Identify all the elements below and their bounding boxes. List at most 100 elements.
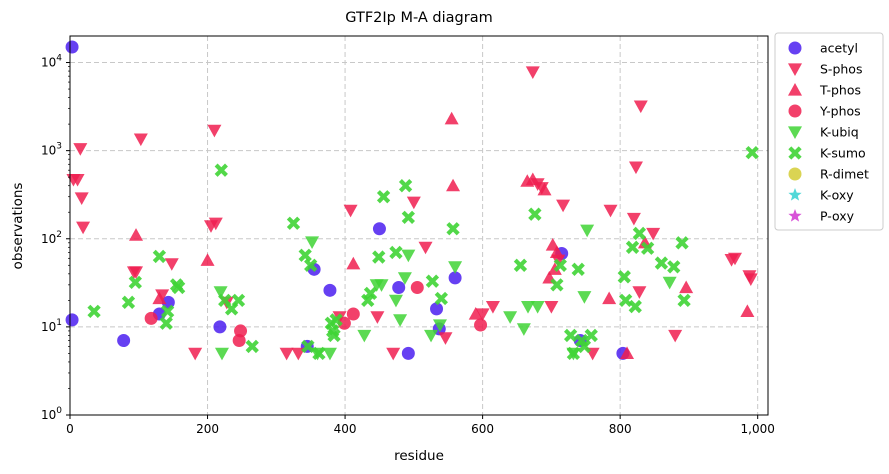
T-phos-point <box>679 280 694 294</box>
S-phos-point <box>370 311 385 324</box>
K-sumo-point <box>363 286 378 301</box>
K-ubiq-point <box>503 311 518 324</box>
acetyl-point <box>401 346 415 360</box>
T-phos-point <box>549 245 564 259</box>
legend-frame <box>774 32 884 231</box>
K-sumo-point <box>675 236 689 250</box>
T-phos-point <box>537 182 552 196</box>
K-sumo-point <box>159 316 173 330</box>
T-phos-point <box>602 291 617 305</box>
S-phos-point <box>386 347 401 361</box>
K-sumo-point <box>584 328 598 343</box>
K-sumo-point <box>312 346 326 361</box>
T-phos-point <box>468 307 483 320</box>
T-phos-point <box>346 256 361 270</box>
K-sumo-point <box>245 339 259 354</box>
S-phos-point <box>73 143 88 156</box>
K-sumo-point <box>304 258 318 272</box>
S-phos-point <box>485 300 500 314</box>
y-tick-base: 10 <box>41 320 56 334</box>
legend-marker-Y-phos <box>788 104 802 118</box>
Y-phos-point <box>410 280 424 294</box>
T-phos-point <box>152 291 167 305</box>
K-ubiq-point <box>322 347 337 361</box>
S-phos-point <box>76 221 91 235</box>
K-ubiq-point <box>397 272 412 285</box>
S-phos-point <box>155 289 170 303</box>
legend-label-K-oxy: K-oxy <box>820 188 854 203</box>
K-sumo-point <box>625 240 640 254</box>
K-sumo-point <box>298 248 312 262</box>
K-ubiq-point <box>424 329 439 343</box>
K-ubiq-point <box>393 314 408 327</box>
K-ubiq-point <box>213 286 228 299</box>
y-tick-label: 100 <box>41 406 62 422</box>
S-phos-point <box>207 124 222 138</box>
K-sumo-point <box>528 207 542 221</box>
K-sumo-point <box>553 258 567 272</box>
data-points <box>65 40 759 361</box>
Y-phos-point <box>232 334 246 348</box>
K-ubiq-point <box>580 224 595 238</box>
x-tick-label: 0 <box>66 422 74 436</box>
S-phos-point <box>668 329 683 343</box>
y-tick-exponent: 2 <box>56 230 62 240</box>
legend-marker-K-ubiq <box>788 126 802 139</box>
T-phos-point <box>200 253 215 266</box>
S-phos-point <box>343 204 358 218</box>
K-sumo-point <box>618 293 633 308</box>
K-ubiq-point <box>374 279 389 292</box>
S-phos-point <box>164 258 179 271</box>
K-ubiq-point <box>516 323 531 336</box>
K-sumo-point <box>577 339 592 354</box>
x-tick-label: 600 <box>471 422 494 436</box>
K-ubiq-point <box>662 276 677 290</box>
S-phos-point <box>632 286 647 299</box>
K-sumo-point <box>389 245 403 260</box>
S-phos-point <box>626 212 641 226</box>
S-phos-point <box>291 347 306 361</box>
legend-label-K-ubiq: K-ubiq <box>820 125 859 140</box>
S-phos-point <box>188 347 203 361</box>
y-tick-exponent: 0 <box>56 406 62 416</box>
K-sumo-point <box>286 216 301 230</box>
K-ubiq-point <box>357 329 372 343</box>
K-sumo-point <box>745 145 759 160</box>
legend: acetyl S-phos T-phos Y-phos K-ubiq K-sumo R-di… <box>774 32 884 231</box>
legend-marker-S-phos <box>788 63 802 76</box>
S-phos-point <box>633 100 648 114</box>
y-tick-exponent: 4 <box>56 54 62 64</box>
K-sumo-point <box>628 299 642 314</box>
y-tick-exponent: 1 <box>56 318 62 328</box>
acetyl-point <box>117 334 131 348</box>
K-sumo-point <box>121 295 136 309</box>
S-phos-point <box>438 332 453 345</box>
legend-label-acetyl: acetyl <box>820 41 858 56</box>
K-sumo-point <box>446 222 460 236</box>
T-phos-point <box>620 346 635 360</box>
chart-title: GTF2Ip M-A diagram <box>345 10 492 26</box>
S-phos-point <box>525 66 540 80</box>
K-ubiq-point <box>432 319 447 333</box>
legend-label-S-phos: S-phos <box>820 62 862 77</box>
y-tick-exponent: 3 <box>56 142 62 152</box>
Y-phos-point <box>234 324 248 338</box>
S-phos-point <box>743 273 758 286</box>
Y-phos-point <box>474 318 488 332</box>
T-phos-point <box>446 178 461 192</box>
K-sumo-point <box>667 260 681 274</box>
acetyl-point <box>372 222 386 236</box>
S-phos-point <box>70 173 85 187</box>
legend-marker-P-oxy <box>788 209 802 222</box>
acetyl-point <box>323 283 337 297</box>
acetyl-point <box>392 280 406 294</box>
K-sumo-point <box>632 226 647 241</box>
S-phos-point <box>475 308 490 322</box>
K-ubiq-point <box>214 347 229 361</box>
T-phos-point <box>444 111 459 125</box>
K-sumo-point <box>128 275 142 290</box>
S-phos-point <box>279 347 294 361</box>
Y-phos-point <box>346 307 360 321</box>
y-tick-base: 10 <box>41 56 56 70</box>
